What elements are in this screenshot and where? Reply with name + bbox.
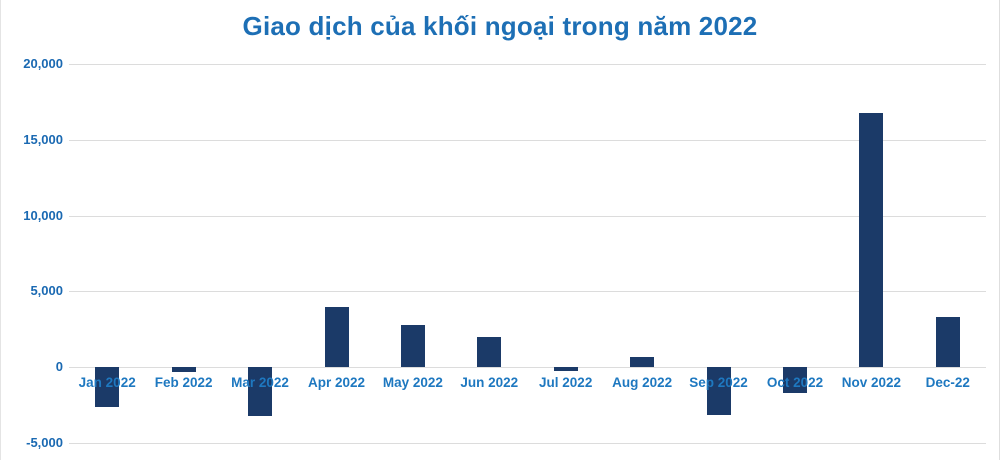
gridline bbox=[69, 139, 986, 141]
y-axis-tick-label: 20,000 bbox=[23, 56, 63, 71]
plot-area: Jan 2022 Feb 2022 Mar 2022 Apr 2022 May 2022… bbox=[69, 64, 986, 444]
bar-nov-2022 bbox=[859, 112, 884, 368]
bar-may-2022 bbox=[400, 324, 425, 368]
x-axis-tick-label: May 2022 bbox=[382, 375, 443, 391]
bar-jan-2022 bbox=[95, 367, 120, 407]
gridline bbox=[69, 367, 986, 369]
gridline bbox=[69, 443, 986, 444]
gridline bbox=[69, 64, 986, 65]
x-axis-tick-label: Dec-22 bbox=[925, 375, 970, 391]
x-axis-tick-label: Mar 2022 bbox=[231, 375, 289, 391]
chart-title: Giao dịch của khối ngoại trong năm 2022 bbox=[242, 11, 758, 41]
y-axis-tick-label: 10,000 bbox=[23, 207, 63, 223]
x-axis-tick-label: Jun 2022 bbox=[460, 375, 519, 391]
gridline bbox=[69, 291, 986, 293]
bar-mar-2022 bbox=[248, 367, 272, 416]
gridline bbox=[69, 215, 986, 217]
x-axis-tick-label: Apr 2022 bbox=[307, 375, 366, 391]
x-axis-tick-label: Feb 2022 bbox=[154, 375, 213, 391]
bar-jul-2022 bbox=[553, 367, 578, 371]
x-axis-tick-label: Aug 2022 bbox=[612, 375, 673, 391]
bar-dec-22 bbox=[935, 317, 960, 368]
bar-aug-2022 bbox=[630, 356, 655, 368]
bar-feb-2022 bbox=[171, 367, 196, 373]
x-axis-tick-label: Nov 2022 bbox=[841, 375, 902, 391]
y-axis-tick-label: -5,000 bbox=[26, 435, 63, 450]
y-axis-tick-label: 0 bbox=[55, 359, 63, 375]
x-axis-tick-label: Oct 2022 bbox=[766, 375, 824, 391]
x-axis-tick-label: Jul 2022 bbox=[539, 375, 593, 391]
x-axis-tick-label: Jan 2022 bbox=[78, 375, 136, 391]
bar-jun-2022 bbox=[477, 336, 502, 368]
bar-apr-2022 bbox=[324, 306, 349, 368]
bar-oct-2022 bbox=[783, 367, 807, 393]
x-axis-tick-label: Sep 2022 bbox=[689, 375, 748, 391]
y-axis-tick-label: 5,000 bbox=[30, 283, 63, 299]
bar-sep-2022 bbox=[706, 367, 731, 415]
y-axis-tick-label: 15,000 bbox=[23, 131, 63, 147]
